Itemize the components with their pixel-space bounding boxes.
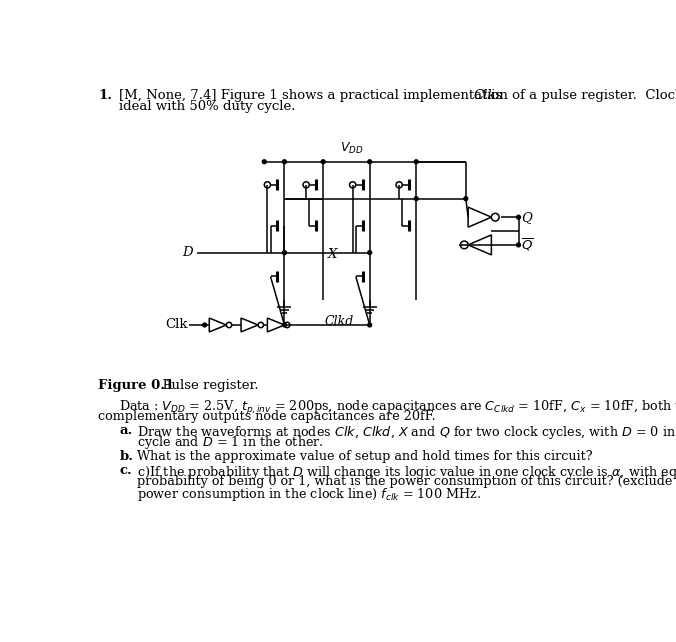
Text: $V_{DD}$: $V_{DD}$ [340, 141, 364, 155]
Circle shape [368, 250, 372, 254]
Text: Data : $V_{DD}$ = 2.5V, $t_{p,inv}$ = 200ps, node capacitances are $C_{Clkd}$ = : Data : $V_{DD}$ = 2.5V, $t_{p,inv}$ = 20… [120, 399, 676, 417]
Text: Clkd: Clkd [324, 315, 354, 329]
Text: is: is [487, 89, 503, 102]
Circle shape [203, 323, 207, 327]
Text: Q: Q [521, 211, 532, 223]
Text: X: X [328, 248, 337, 261]
Circle shape [414, 197, 418, 200]
Text: complementary outputs node capacitances are 20fF.: complementary outputs node capacitances … [99, 410, 436, 422]
Circle shape [516, 243, 521, 247]
Circle shape [368, 323, 372, 327]
Text: a.: a. [120, 424, 132, 437]
Circle shape [283, 323, 287, 327]
Circle shape [321, 160, 325, 164]
Text: D: D [183, 246, 193, 259]
Circle shape [283, 250, 287, 254]
Text: cycle and $\mathit{D}$ = 1 in the other.: cycle and $\mathit{D}$ = 1 in the other. [137, 435, 324, 451]
Text: b.: b. [120, 449, 133, 463]
Text: Clk: Clk [165, 318, 187, 331]
Text: Draw the waveforms at nodes $\mathit{Clk}$, $\mathit{Clkd}$, $\mathit{X}$ and $\: Draw the waveforms at nodes $\mathit{Clk… [137, 424, 676, 440]
Text: 1.: 1. [99, 89, 112, 102]
Circle shape [262, 160, 266, 164]
Circle shape [414, 160, 418, 164]
Text: [M, None, 7.4] Figure 1 shows a practical implementation of a pulse register.  C: [M, None, 7.4] Figure 1 shows a practica… [120, 89, 676, 102]
Text: ideal with 50% duty cycle.: ideal with 50% duty cycle. [120, 100, 296, 113]
Text: What is the approximate value of setup and hold times for this circuit?: What is the approximate value of setup a… [137, 449, 593, 463]
Text: Figure 0.1: Figure 0.1 [99, 379, 174, 392]
Circle shape [516, 215, 521, 219]
Text: c)If the probability that $\mathit{D}$ will change its logic value in one clock : c)If the probability that $\mathit{D}$ w… [137, 464, 676, 482]
Text: $\overline{Q}$: $\overline{Q}$ [521, 237, 533, 253]
Text: probability of being 0 or 1, what is the power consumption of this circuit? (exc: probability of being 0 or 1, what is the… [137, 475, 676, 488]
Circle shape [283, 160, 287, 164]
Circle shape [368, 160, 372, 164]
Text: Clk: Clk [474, 89, 496, 102]
Text: power consumption in the clock line) $f_{clk}$ = 100 MHz.: power consumption in the clock line) $f_… [137, 486, 481, 503]
Text: Pulse register.: Pulse register. [154, 379, 259, 392]
Text: c.: c. [120, 464, 132, 478]
Circle shape [464, 197, 468, 200]
